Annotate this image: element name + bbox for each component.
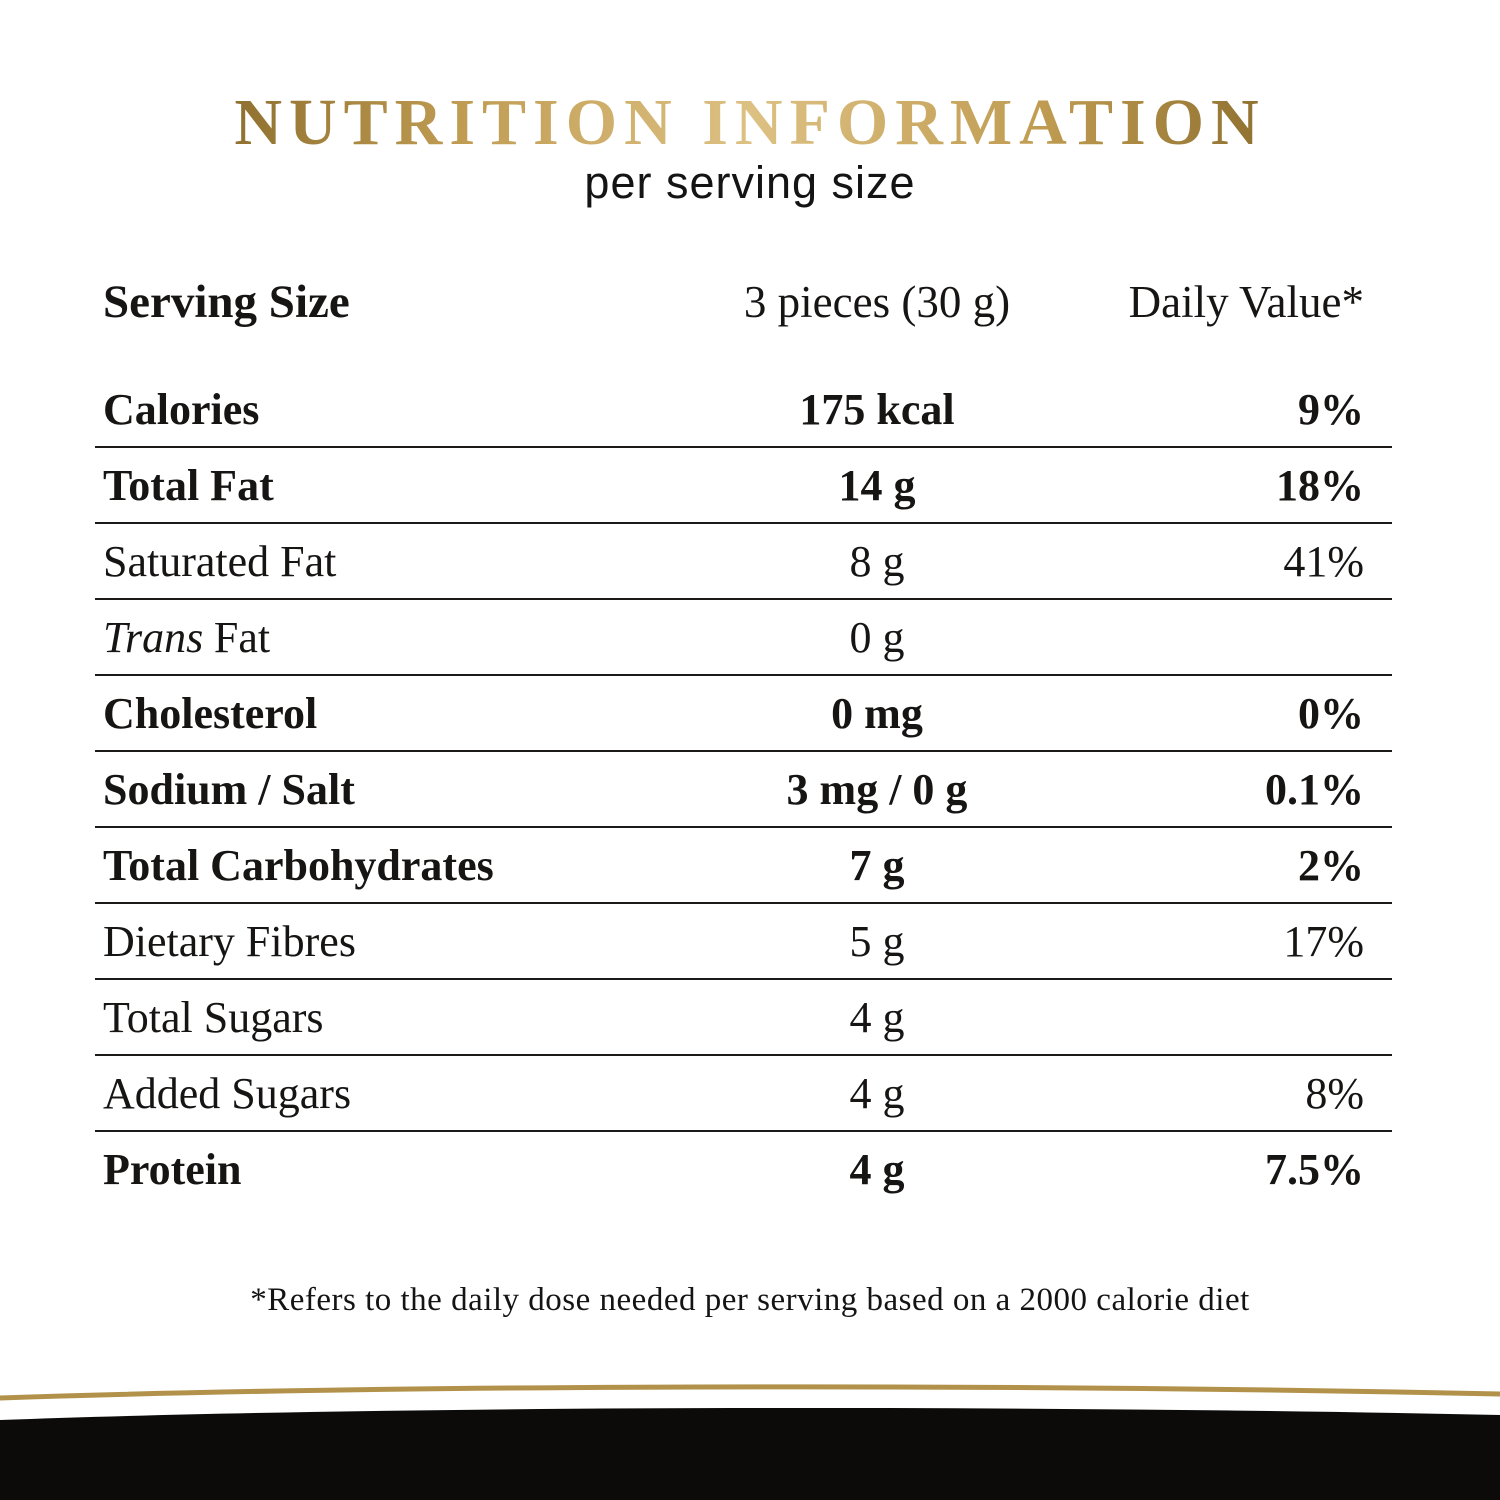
nutrient-amount: 8 g xyxy=(849,536,905,586)
daily-value: 18% xyxy=(1276,460,1364,510)
table-row-total-carbohydrates: Total Carbohydrates 7 g 2% xyxy=(95,828,1392,904)
nutrient-label: Total Sugars xyxy=(103,992,324,1042)
bottom-decoration xyxy=(0,1382,1500,1500)
nutrient-amount: 4 g xyxy=(849,1144,905,1194)
nutrient-amount: 4 g xyxy=(849,1068,905,1118)
table-row-cholesterol: Cholesterol 0 mg 0% xyxy=(95,676,1392,752)
nutrient-amount: 14 g xyxy=(838,460,916,510)
nutrition-table: Serving Size 3 pieces (30 g) Daily Value… xyxy=(95,256,1392,1206)
nutrient-amount: 3 pieces (30 g) xyxy=(743,277,1011,327)
nutrient-label: Sodium / Salt xyxy=(103,764,355,814)
table-row-total-fat: Total Fat 14 g 18% xyxy=(95,448,1392,524)
nutrient-label-rest: Fat xyxy=(213,612,271,662)
page-subtitle: per serving size xyxy=(584,157,916,209)
table-row-calories: Calories 175 kcal 9% xyxy=(95,372,1392,448)
daily-value: 0.1% xyxy=(1265,764,1364,814)
nutrient-label: Dietary Fibres xyxy=(103,916,356,966)
nutrient-label: Trans Fat xyxy=(95,612,662,663)
nutrient-amount: 4 g xyxy=(849,992,905,1042)
nutrient-amount: 3 mg / 0 g xyxy=(786,764,968,814)
daily-value: 7.5% xyxy=(1265,1144,1364,1194)
nutrient-label: Total Fat xyxy=(103,460,274,510)
nutrient-amount: 7 g xyxy=(849,840,905,890)
table-row-sodium-salt: Sodium / Salt 3 mg / 0 g 0.1% xyxy=(95,752,1392,828)
table-row-protein: Protein 4 g 7.5% xyxy=(95,1132,1392,1206)
daily-value-header: Daily Value* xyxy=(1128,277,1364,327)
nutrient-label: Added Sugars xyxy=(103,1068,352,1118)
nutrient-label-italic: Trans xyxy=(103,612,204,662)
daily-value: 17% xyxy=(1283,916,1364,966)
table-row-dietary-fibres: Dietary Fibres 5 g 17% xyxy=(95,904,1392,980)
nutrient-amount: 5 g xyxy=(849,916,905,966)
header: NUTRITION INFORMATION per serving size xyxy=(0,88,1500,209)
nutrient-label: Cholesterol xyxy=(103,688,318,738)
nutrient-label: Saturated Fat xyxy=(103,536,337,586)
daily-value: 2% xyxy=(1298,840,1364,890)
daily-value: 0% xyxy=(1298,688,1364,738)
nutrient-amount: 0 mg xyxy=(831,688,923,738)
nutrient-label: Serving Size xyxy=(103,276,350,328)
table-row-total-sugars: Total Sugars 4 g xyxy=(95,980,1392,1056)
bottom-decoration-svg xyxy=(0,1384,1500,1500)
daily-value: 8% xyxy=(1305,1068,1364,1118)
table-row-serving-size: Serving Size 3 pieces (30 g) Daily Value… xyxy=(95,256,1392,348)
nutrient-amount: 175 kcal xyxy=(799,384,955,434)
daily-value: 9% xyxy=(1298,384,1364,434)
nutrient-label: Protein xyxy=(103,1144,242,1194)
table-row-saturated-fat: Saturated Fat 8 g 41% xyxy=(95,524,1392,600)
nutrient-label: Calories xyxy=(103,384,260,434)
page-title: NUTRITION INFORMATION xyxy=(234,86,1266,159)
black-band xyxy=(0,1407,1500,1500)
gold-curve-line xyxy=(0,1384,1500,1401)
footnote: *Refers to the daily dose needed per ser… xyxy=(250,1282,1250,1318)
table-row-added-sugars: Added Sugars 4 g 8% xyxy=(95,1056,1392,1132)
nutrient-label: Total Carbohydrates xyxy=(103,840,494,890)
table-row-trans-fat: Trans Fat 0 g xyxy=(95,600,1392,676)
daily-value: 41% xyxy=(1283,536,1364,586)
nutrient-amount: 0 g xyxy=(849,612,905,662)
